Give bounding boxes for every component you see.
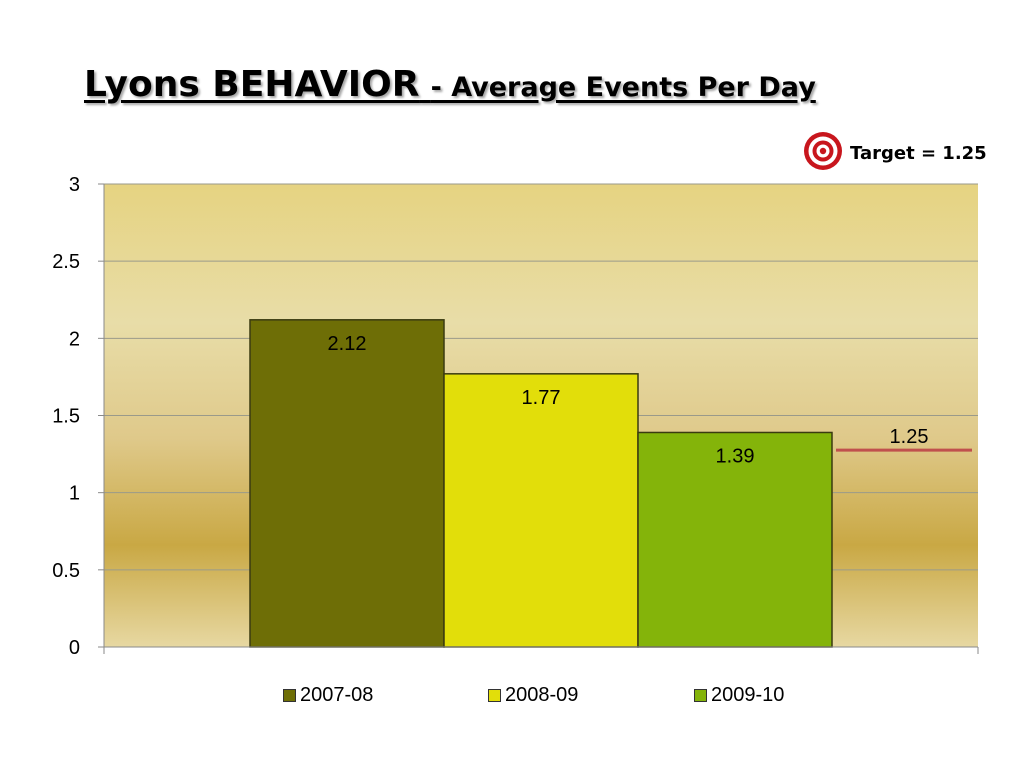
bar-2007-08 [249, 319, 445, 648]
bars: 2.12 1.77 1.39 [249, 319, 833, 648]
title-subtitle: - Average Events Per Day [430, 72, 816, 103]
y-tick-label: 2.5 [52, 251, 80, 273]
legend-label-3: 2009-10 [711, 684, 785, 706]
target-note: Target = 1.25 [802, 130, 987, 177]
slide-title: Lyons BEHAVIOR - Average Events Per Day [84, 64, 816, 105]
bar-value-label: 2.12 [328, 333, 367, 355]
target-value-label: 1.25 [890, 426, 929, 448]
legend-item-2: 2008-09 [488, 684, 578, 707]
legend-swatch-3 [694, 689, 707, 702]
y-tick-label: 0 [69, 637, 80, 659]
legend-item-3: 2009-10 [694, 684, 784, 707]
y-tick-label: 1.5 [52, 406, 80, 428]
bar-2008-09 [443, 373, 639, 648]
bar-value-label: 1.77 [522, 387, 561, 409]
y-tick-label: 2 [69, 328, 80, 350]
bar-value-label: 1.39 [716, 445, 755, 467]
target-line-group: 1.25 [836, 426, 972, 452]
bar-2009-10 [637, 431, 833, 648]
legend-swatch-2 [488, 689, 501, 702]
axes: 0 0.5 1 1.5 2 2.5 3 [52, 174, 979, 659]
legend-swatch-1 [283, 689, 296, 702]
legend-item-1: 2007-08 [283, 684, 373, 707]
chart-legend: 2007-08 2008-09 2009-10 [0, 684, 1024, 710]
legend-label-1: 2007-08 [300, 684, 374, 706]
bullseye-target-icon [802, 130, 844, 177]
legend-label-2: 2008-09 [505, 684, 579, 706]
y-tick-label: 1 [69, 483, 80, 505]
title-main: Lyons BEHAVIOR [84, 64, 420, 105]
y-tick-label: 3 [69, 174, 80, 196]
y-tick-label: 0.5 [52, 560, 80, 582]
target-label: Target = 1.25 [850, 143, 987, 164]
